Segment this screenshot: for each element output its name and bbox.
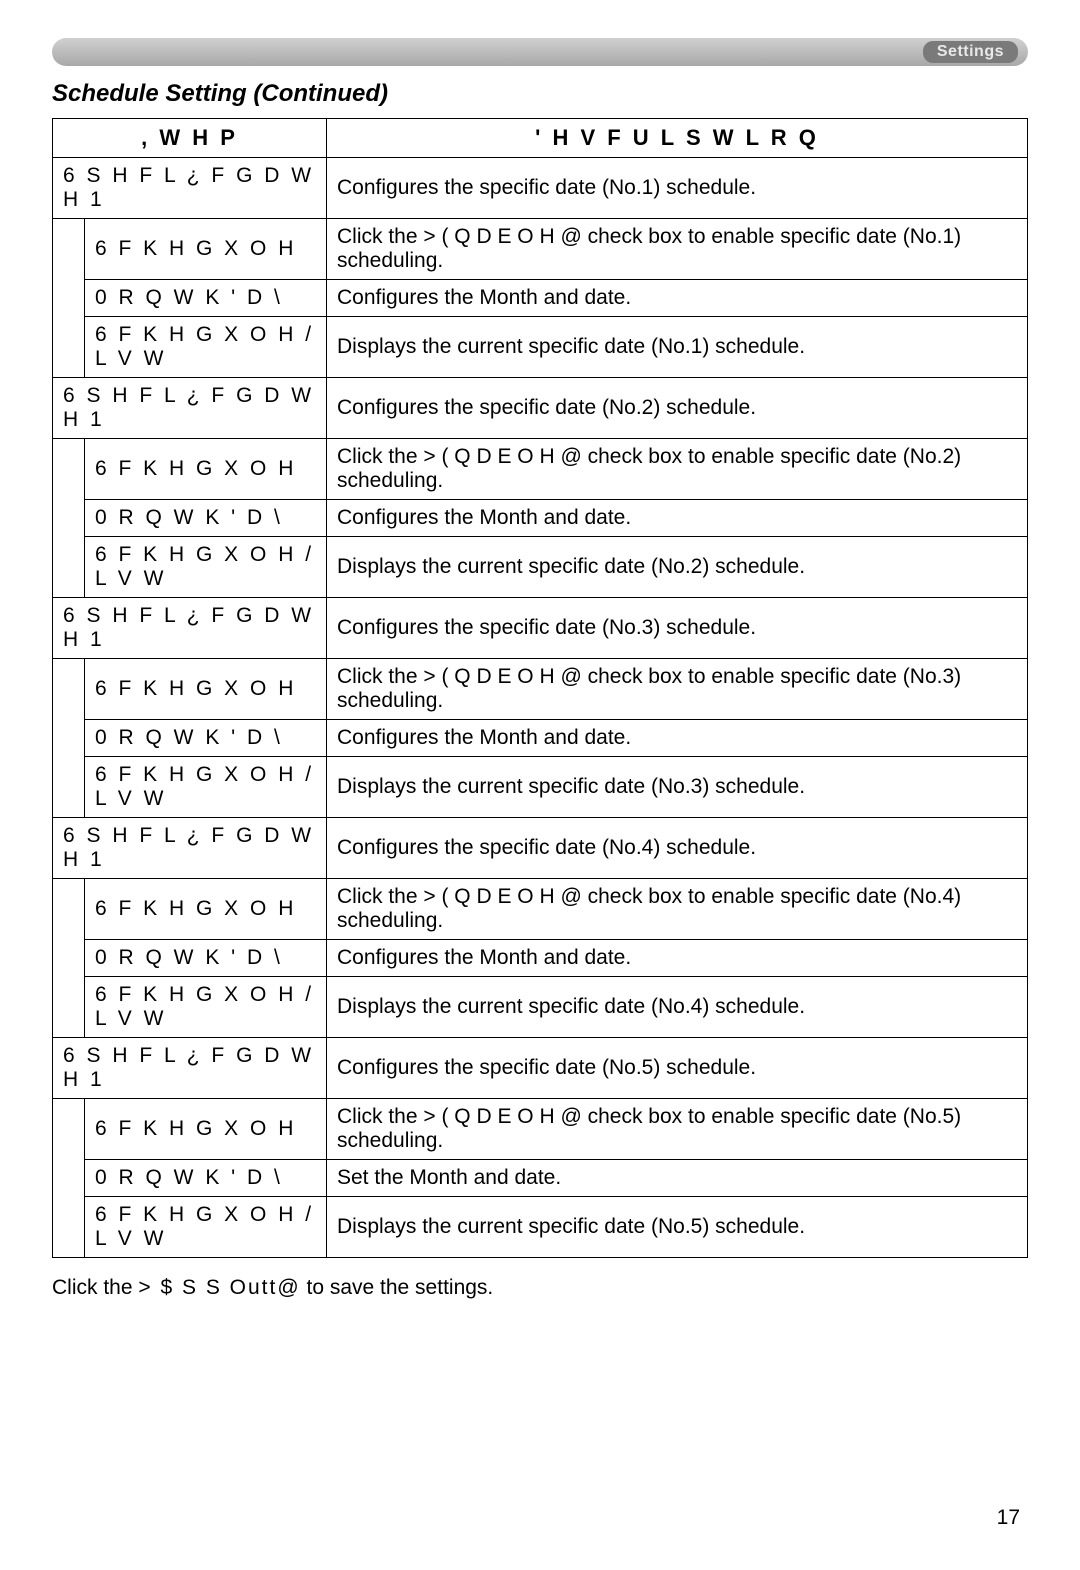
sub-item-cell: 6 F K H G X O H / L V W bbox=[85, 1197, 327, 1258]
group-item-cell: 6 S H F L ¿ F G D W H 1 bbox=[53, 818, 327, 879]
table-row: 6 F K H G X O HClick the > ( Q D E O H @… bbox=[53, 219, 1028, 280]
sub-desc-cell: Displays the current specific date (No.5… bbox=[327, 1197, 1028, 1258]
sub-desc-cell: Displays the current specific date (No.2… bbox=[327, 537, 1028, 598]
sub-item-cell: 6 F K H G X O H / L V W bbox=[85, 317, 327, 378]
sub-desc-cell: Displays the current specific date (No.4… bbox=[327, 977, 1028, 1038]
settings-badge: Settings bbox=[923, 41, 1018, 63]
group-desc-cell: Configures the specific date (No.4) sche… bbox=[327, 818, 1028, 879]
table-body: 6 S H F L ¿ F G D W H 1Configures the sp… bbox=[53, 158, 1028, 1258]
schedule-table-wrap: , W H P ' H V F U L S W L R Q 6 S H F L … bbox=[52, 118, 1028, 1258]
footer-code: > $ S S Outt@ bbox=[138, 1276, 300, 1299]
sub-desc-cell: Configures the Month and date. bbox=[327, 280, 1028, 317]
group-header-row: 6 S H F L ¿ F G D W H 1Configures the sp… bbox=[53, 598, 1028, 659]
sub-item-cell: 6 F K H G X O H bbox=[85, 879, 327, 940]
footer-prefix: Click the bbox=[52, 1276, 138, 1299]
group-item-cell: 6 S H F L ¿ F G D W H 1 bbox=[53, 378, 327, 439]
table-row: 0 R Q W K ' D \Configures the Month and … bbox=[53, 940, 1028, 977]
table-row: 6 F K H G X O H / L V WDisplays the curr… bbox=[53, 977, 1028, 1038]
sub-item-cell: 6 F K H G X O H / L V W bbox=[85, 537, 327, 598]
sub-desc-cell: Configures the Month and date. bbox=[327, 500, 1028, 537]
sub-item-cell: 6 F K H G X O H bbox=[85, 439, 327, 500]
sub-item-cell: 0 R Q W K ' D \ bbox=[85, 1160, 327, 1197]
sub-item-cell: 0 R Q W K ' D \ bbox=[85, 280, 327, 317]
sub-desc-cell: Click the > ( Q D E O H @ check box to e… bbox=[327, 439, 1028, 500]
group-desc-cell: Configures the specific date (No.2) sche… bbox=[327, 378, 1028, 439]
sub-desc-cell: Configures the Month and date. bbox=[327, 720, 1028, 757]
table-row: 0 R Q W K ' D \Configures the Month and … bbox=[53, 500, 1028, 537]
table-row: 6 F K H G X O H / L V WDisplays the curr… bbox=[53, 537, 1028, 598]
header-bar: Settings bbox=[52, 38, 1028, 66]
sub-desc-cell: Set the Month and date. bbox=[327, 1160, 1028, 1197]
sub-desc-cell: Click the > ( Q D E O H @ check box to e… bbox=[327, 659, 1028, 720]
group-item-cell: 6 S H F L ¿ F G D W H 1 bbox=[53, 158, 327, 219]
group-desc-cell: Configures the specific date (No.1) sche… bbox=[327, 158, 1028, 219]
table-row: 6 F K H G X O HClick the > ( Q D E O H @… bbox=[53, 439, 1028, 500]
sub-desc-cell: Click the > ( Q D E O H @ check box to e… bbox=[327, 879, 1028, 940]
table-row: 0 R Q W K ' D \Configures the Month and … bbox=[53, 280, 1028, 317]
table-row: 6 F K H G X O HClick the > ( Q D E O H @… bbox=[53, 1099, 1028, 1160]
table-row: 0 R Q W K ' D \Set the Month and date. bbox=[53, 1160, 1028, 1197]
table-row: 0 R Q W K ' D \Configures the Month and … bbox=[53, 720, 1028, 757]
table-header-row: , W H P ' H V F U L S W L R Q bbox=[53, 119, 1028, 158]
sub-desc-cell: Displays the current specific date (No.1… bbox=[327, 317, 1028, 378]
th-desc: ' H V F U L S W L R Q bbox=[327, 119, 1028, 158]
section-title: Schedule Setting (Continued) bbox=[52, 80, 1028, 108]
th-item: , W H P bbox=[53, 119, 327, 158]
footer-suffix: to save the settings. bbox=[301, 1276, 494, 1299]
sub-item-cell: 6 F K H G X O H bbox=[85, 659, 327, 720]
footer-text: Click the > $ S S Outt@ to save the sett… bbox=[52, 1276, 1028, 1300]
group-item-cell: 6 S H F L ¿ F G D W H 1 bbox=[53, 598, 327, 659]
table-row: 6 F K H G X O HClick the > ( Q D E O H @… bbox=[53, 659, 1028, 720]
group-header-row: 6 S H F L ¿ F G D W H 1Configures the sp… bbox=[53, 1038, 1028, 1099]
sub-item-cell: 6 F K H G X O H bbox=[85, 1099, 327, 1160]
group-header-row: 6 S H F L ¿ F G D W H 1Configures the sp… bbox=[53, 818, 1028, 879]
sub-desc-cell: Displays the current specific date (No.3… bbox=[327, 757, 1028, 818]
sub-item-cell: 6 F K H G X O H / L V W bbox=[85, 757, 327, 818]
schedule-table: , W H P ' H V F U L S W L R Q 6 S H F L … bbox=[52, 118, 1028, 1258]
table-row: 6 F K H G X O HClick the > ( Q D E O H @… bbox=[53, 879, 1028, 940]
table-row: 6 F K H G X O H / L V WDisplays the curr… bbox=[53, 1197, 1028, 1258]
table-row: 6 F K H G X O H / L V WDisplays the curr… bbox=[53, 757, 1028, 818]
table-row: 6 F K H G X O H / L V WDisplays the curr… bbox=[53, 317, 1028, 378]
indent-cell bbox=[53, 219, 85, 378]
indent-cell bbox=[53, 1099, 85, 1258]
sub-desc-cell: Configures the Month and date. bbox=[327, 940, 1028, 977]
sub-item-cell: 6 F K H G X O H bbox=[85, 219, 327, 280]
indent-cell bbox=[53, 439, 85, 598]
indent-cell bbox=[53, 879, 85, 1038]
group-header-row: 6 S H F L ¿ F G D W H 1Configures the sp… bbox=[53, 158, 1028, 219]
sub-item-cell: 0 R Q W K ' D \ bbox=[85, 720, 327, 757]
page-number: 17 bbox=[997, 1506, 1020, 1530]
group-item-cell: 6 S H F L ¿ F G D W H 1 bbox=[53, 1038, 327, 1099]
group-desc-cell: Configures the specific date (No.3) sche… bbox=[327, 598, 1028, 659]
sub-item-cell: 0 R Q W K ' D \ bbox=[85, 500, 327, 537]
sub-item-cell: 0 R Q W K ' D \ bbox=[85, 940, 327, 977]
indent-cell bbox=[53, 659, 85, 818]
sub-desc-cell: Click the > ( Q D E O H @ check box to e… bbox=[327, 219, 1028, 280]
group-header-row: 6 S H F L ¿ F G D W H 1Configures the sp… bbox=[53, 378, 1028, 439]
group-desc-cell: Configures the specific date (No.5) sche… bbox=[327, 1038, 1028, 1099]
sub-item-cell: 6 F K H G X O H / L V W bbox=[85, 977, 327, 1038]
sub-desc-cell: Click the > ( Q D E O H @ check box to e… bbox=[327, 1099, 1028, 1160]
